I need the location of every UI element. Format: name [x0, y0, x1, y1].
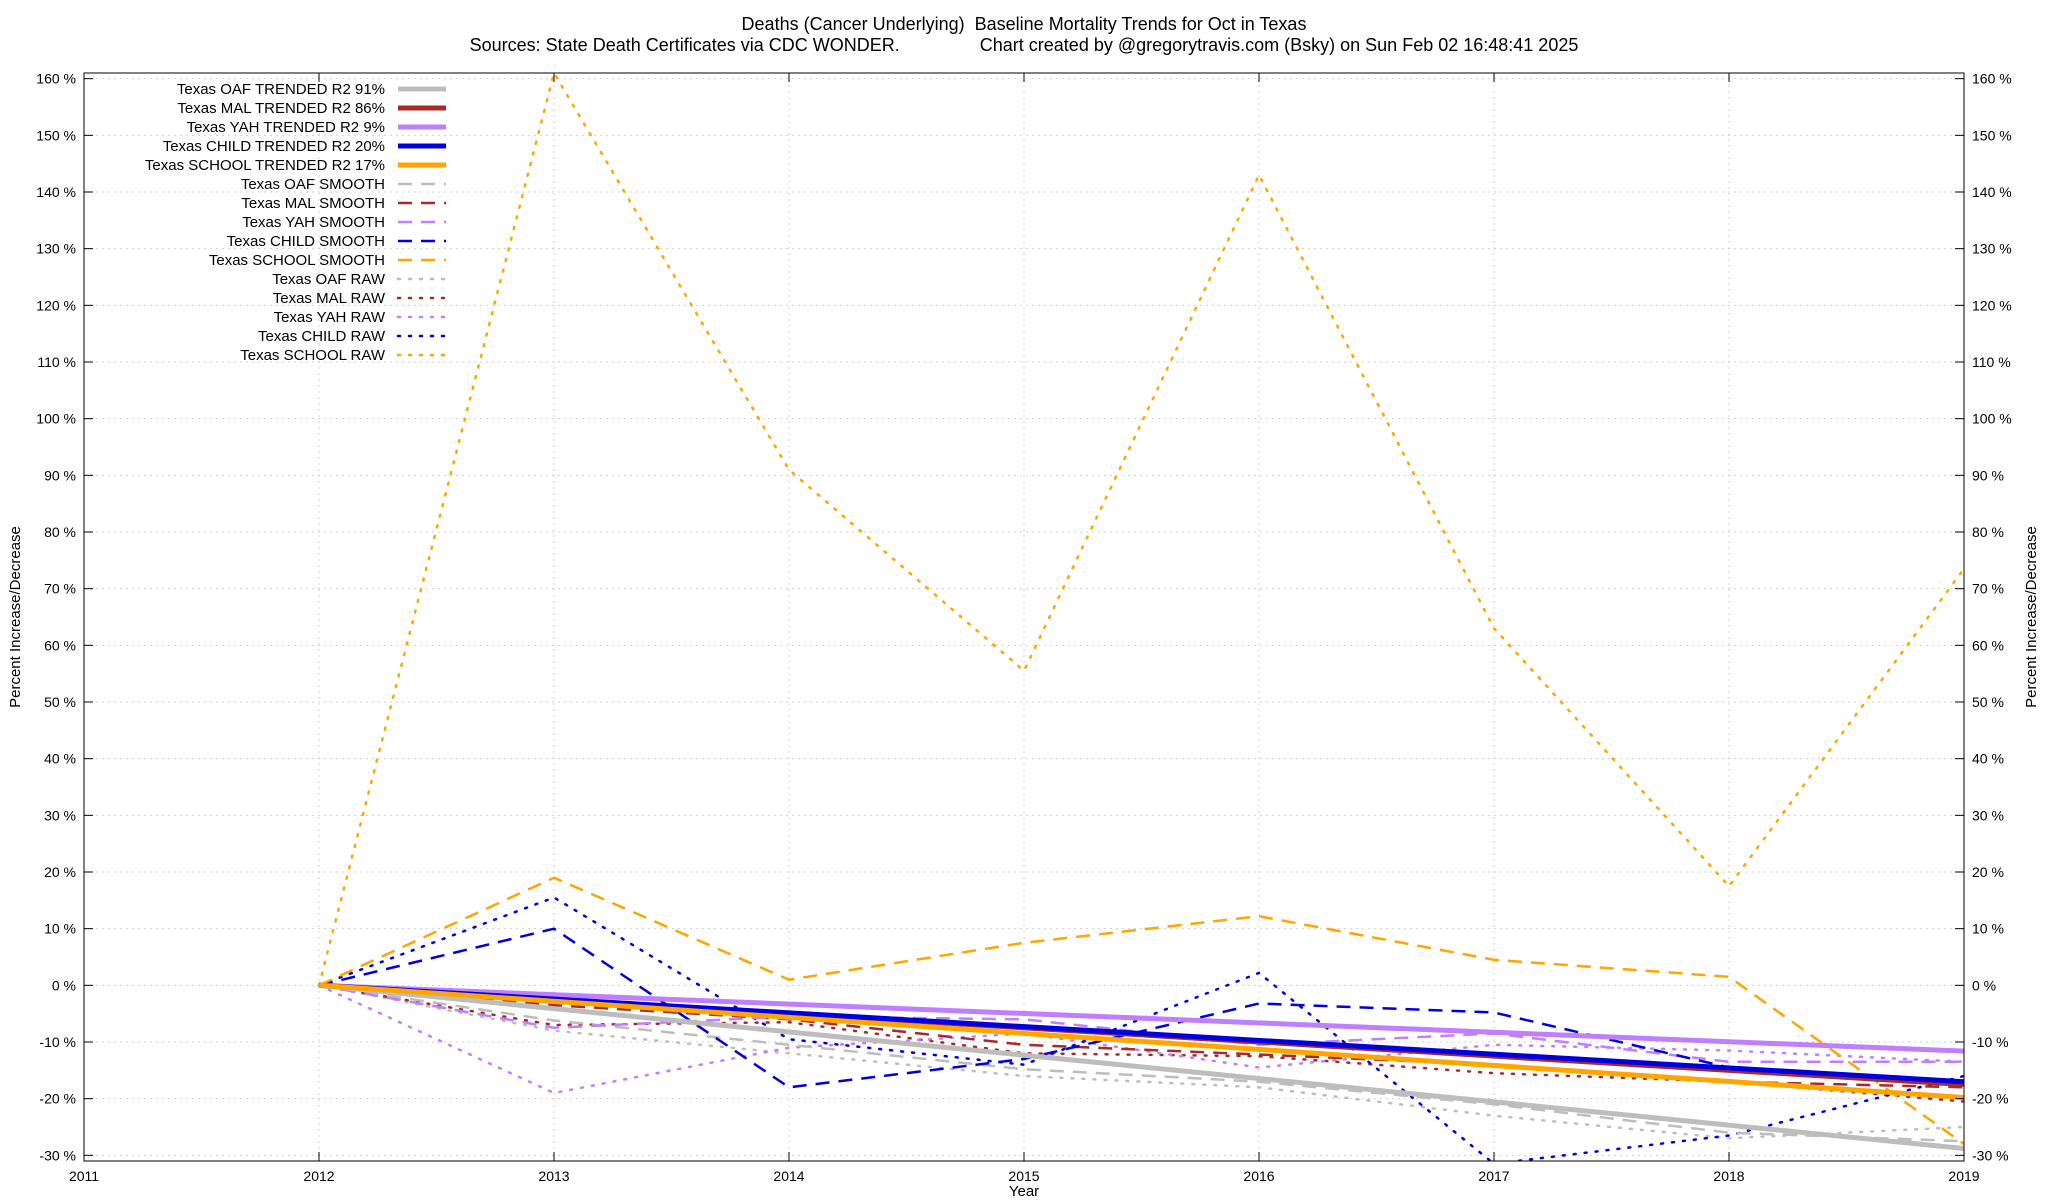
y2-tick-label: 100 %: [1972, 411, 2012, 427]
legend-label: Texas YAH SMOOTH: [242, 214, 385, 231]
y2-axis-label: Percent Increase/Decrease: [2023, 526, 2040, 708]
y2-tick-label: 110 %: [1972, 354, 2011, 370]
legend-label: Texas MAL RAW: [273, 290, 386, 307]
chart-title: Deaths (Cancer Underlying) Baseline Mort…: [741, 14, 1307, 34]
legend-label: Texas MAL SMOOTH: [241, 195, 385, 212]
y2-tick-label: 80 %: [1972, 524, 2004, 540]
y2-tick-label: 160 %: [1972, 71, 2012, 87]
y2-tick-label: 40 %: [1972, 751, 2004, 767]
y-tick-label: 30 %: [44, 807, 76, 823]
x-tick-label: 2014: [773, 1168, 804, 1184]
series-line-0: [318, 982, 1964, 1151]
y-tick-label: 20 %: [44, 864, 76, 880]
y-tick-label: 100 %: [36, 411, 76, 427]
y2-tick-label: 150 %: [1972, 127, 2012, 143]
legend-label: Texas CHILD TRENDED R2 20%: [163, 138, 385, 155]
x-tick-label: 2013: [538, 1168, 569, 1184]
x-tick-label: 2019: [1948, 1168, 1979, 1184]
y2-tick-label: -30 %: [1972, 1147, 2009, 1163]
y-tick-label: -10 %: [39, 1034, 76, 1050]
y-tick-label: 90 %: [44, 467, 76, 483]
y-tick-label: 160 %: [36, 71, 76, 87]
y-tick-label: 150 %: [36, 127, 76, 143]
y-tick-label: 80 %: [44, 524, 76, 540]
y2-tick-label: 0 %: [1972, 977, 1996, 993]
y-tick-label: 70 %: [44, 581, 76, 597]
x-tick-label: 2018: [1713, 1168, 1744, 1184]
series-line-14: [317, 73, 1964, 987]
y-tick-label: 0 %: [52, 977, 76, 993]
legend-label: Texas SCHOOL RAW: [240, 347, 386, 364]
y2-tick-label: 130 %: [1972, 241, 2012, 257]
x-tick-label: 2016: [1243, 1168, 1274, 1184]
legend-label: Texas SCHOOL SMOOTH: [209, 252, 385, 269]
legend-label: Texas CHILD SMOOTH: [227, 233, 385, 250]
y-tick-label: 50 %: [44, 694, 76, 710]
series-line-5: [318, 984, 1964, 1143]
legend-label: Texas SCHOOL TRENDED R2 17%: [145, 157, 385, 174]
y-tick-label: 40 %: [44, 751, 76, 767]
x-tick-label: 2015: [1008, 1168, 1039, 1184]
y2-tick-label: 30 %: [1972, 807, 2004, 823]
x-tick-label: 2017: [1478, 1168, 1509, 1184]
x-tick-label: 2012: [303, 1168, 334, 1184]
y2-tick-label: 90 %: [1972, 467, 2004, 483]
ticks: 160 % 160 % 150 % 150 % 140 % 140 % 130 % 130 %…: [36, 71, 2011, 1184]
y-tick-label: 110 %: [37, 354, 76, 370]
y-axis-label: Percent Increase/Decrease: [7, 526, 24, 708]
y-tick-label: -20 %: [39, 1091, 76, 1107]
legend-label: Texas OAF SMOOTH: [241, 176, 385, 193]
y2-tick-label: -20 %: [1972, 1091, 2009, 1107]
series-line-3: [318, 982, 1964, 1085]
y2-tick-label: 140 %: [1972, 184, 2012, 200]
y2-tick-label: 50 %: [1972, 694, 2004, 710]
legend-label: Texas MAL TRENDED R2 86%: [177, 100, 385, 117]
x-tick-label: 2011: [69, 1168, 99, 1184]
y-tick-label: 120 %: [36, 297, 76, 313]
y2-tick-label: 10 %: [1972, 921, 2004, 937]
series-line-9: [318, 876, 1964, 1146]
legend-label: Texas YAH RAW: [274, 309, 386, 326]
legend-label: Texas OAF TRENDED R2 91%: [177, 81, 385, 98]
legend-label: Texas OAF RAW: [272, 271, 386, 288]
y2-tick-label: 120 %: [1972, 297, 2012, 313]
y2-tick-label: 70 %: [1972, 581, 2004, 597]
series-line-13: [317, 896, 1964, 1161]
y-tick-label: 130 %: [36, 241, 76, 257]
legend: Texas OAF TRENDED R2 91% Texas MAL TRENDE…: [145, 81, 448, 364]
y2-tick-label: 20 %: [1972, 864, 2004, 880]
x-axis-label: Year: [1009, 1183, 1039, 1200]
y-tick-label: 60 %: [44, 637, 76, 653]
y2-tick-label: -10 %: [1972, 1034, 2009, 1050]
y-tick-label: 10 %: [44, 921, 76, 937]
legend-label: Texas YAH TRENDED R2 9%: [187, 119, 385, 136]
series-line-12: [317, 984, 1964, 1095]
y2-tick-label: 60 %: [1972, 637, 2004, 653]
series-line-2: [318, 982, 1964, 1054]
series-group: [317, 73, 1964, 1161]
series-line-4: [318, 982, 1964, 1100]
series-line-7: [318, 984, 1964, 1064]
chart-subtitle: Sources: State Death Certificates via CD…: [469, 35, 1579, 55]
legend-label: Texas CHILD RAW: [258, 328, 386, 345]
y-tick-label: 140 %: [36, 184, 76, 200]
y-tick-label: -30 %: [39, 1147, 76, 1163]
